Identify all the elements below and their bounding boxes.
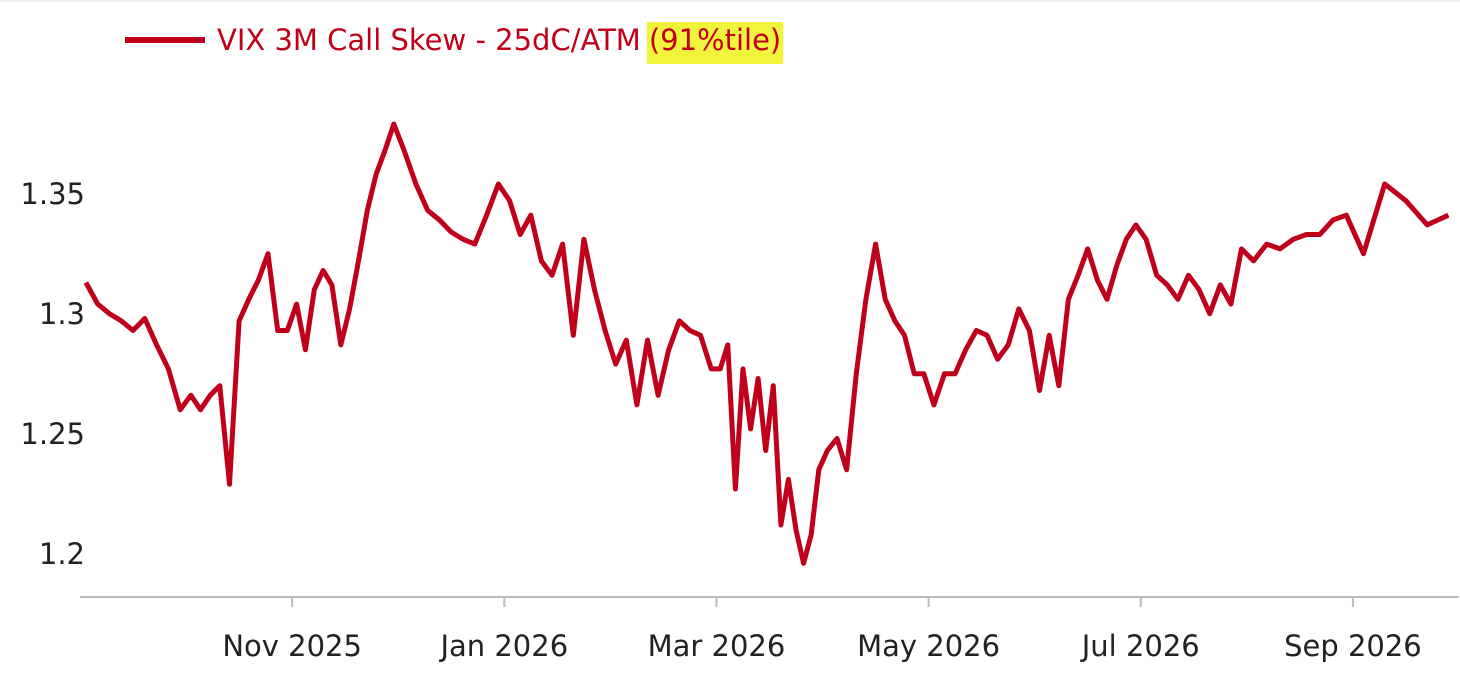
- y-tick-label: 1.35: [20, 177, 85, 211]
- annotation-highlight: [646, 22, 784, 64]
- y-tick-label: 1.25: [20, 417, 85, 451]
- legend-label: VIX 3M Call Skew - 25dC/ATM: [217, 23, 641, 57]
- x-tick-label: Mar 2026: [648, 629, 786, 663]
- x-tick-label: Nov 2025: [222, 629, 362, 663]
- x-tick-label: Jul 2026: [1080, 629, 1200, 663]
- series-line: [83, 121, 1450, 566]
- y-tick-label: 1.3: [39, 297, 85, 331]
- x-tick-label: Sep 2026: [1284, 629, 1422, 663]
- x-tick-label: May 2026: [857, 629, 1000, 663]
- annotation: (91%tile): [649, 23, 781, 57]
- x-tick-label: Jan 2026: [438, 629, 568, 663]
- y-tick-label: 1.2: [39, 537, 85, 571]
